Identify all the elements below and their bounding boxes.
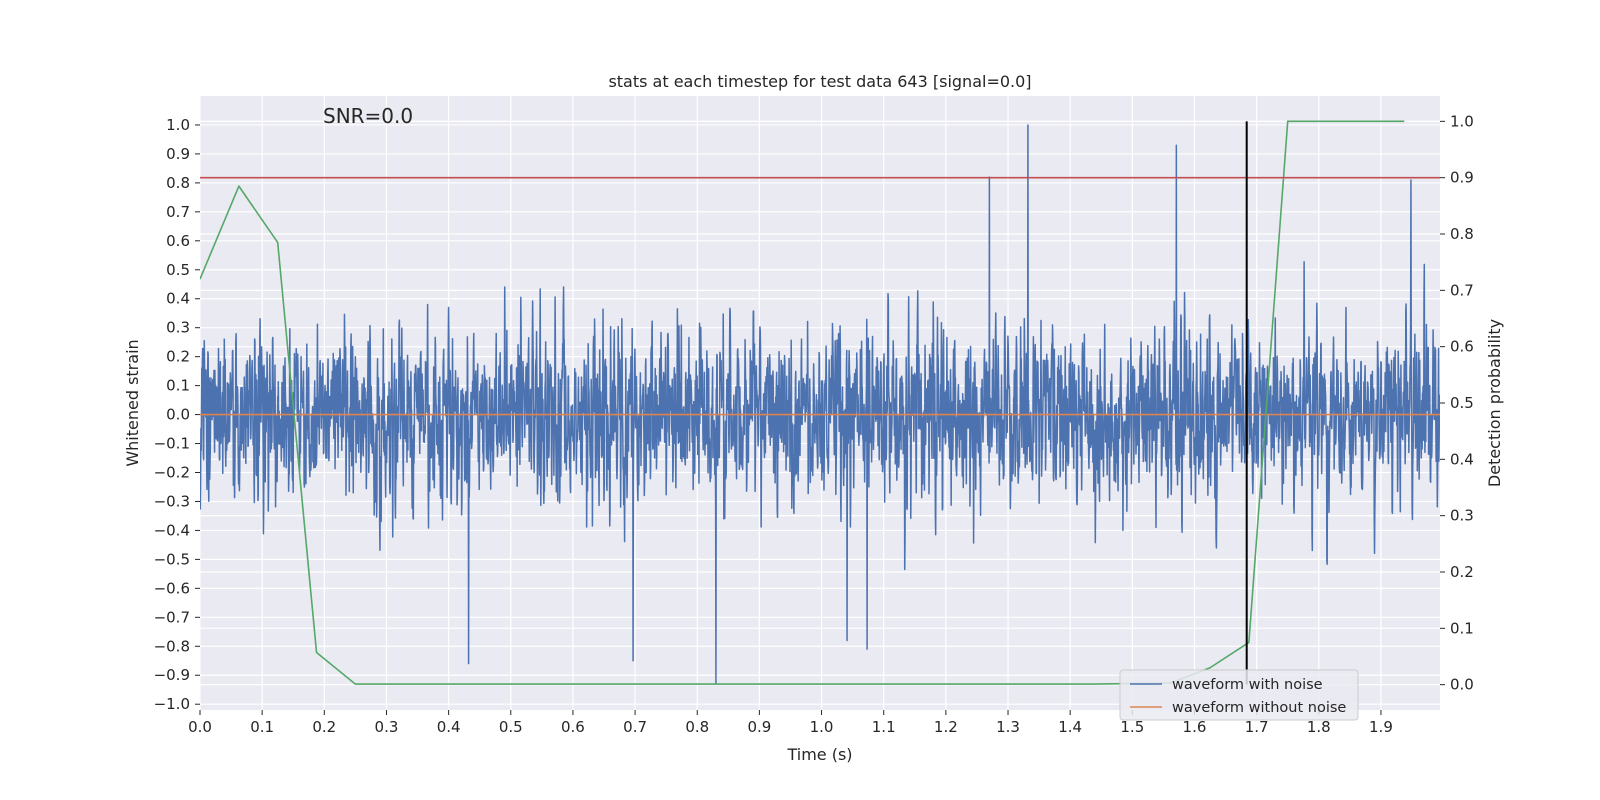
y-tick-label: −0.9	[154, 666, 190, 684]
y-tick-label: −0.8	[154, 637, 190, 655]
x-tick-label: 0.9	[747, 718, 771, 736]
legend-label-waveform-without-noise: waveform without noise	[1172, 700, 1346, 716]
y-tick-label: −0.1	[154, 435, 190, 453]
y-tick-label: 0.7	[166, 203, 190, 221]
x-tick-label: 0.1	[250, 718, 274, 736]
x-tick-label: 0.0	[188, 718, 212, 736]
x-tick-label: 1.2	[934, 718, 958, 736]
x-tick-label: 0.7	[623, 718, 647, 736]
y-axis-ticks: −1.0 −0.9 −0.8 −0.7 −0.6 −0.5 −0.4 −0.3 −0.2 −0.1…	[154, 116, 200, 713]
y-tick-label: 0.0	[166, 406, 190, 424]
legend: waveform with noise waveform without noi…	[1119, 669, 1359, 721]
x-tick-label: 0.8	[685, 718, 709, 736]
y-tick-label: −0.7	[154, 608, 190, 626]
x-axis-label: Time (s)	[786, 745, 852, 764]
y-tick-label: 0.6	[166, 232, 190, 250]
y2-axis-ticks: 0.0 0.1 0.2 0.3 0.4 0.5 0.6 0.7 0.8 0.9 1.0	[1440, 112, 1474, 694]
y2-axis-label: Detection probability	[1485, 319, 1504, 487]
x-tick-label: 1.3	[996, 718, 1020, 736]
y2-tick-label: 0.0	[1450, 676, 1474, 694]
x-tick-label: 1.9	[1369, 718, 1393, 736]
y-tick-label: 0.5	[166, 261, 190, 279]
x-tick-label: 1.7	[1245, 718, 1269, 736]
y2-tick-label: 0.6	[1450, 338, 1474, 356]
x-tick-label: 1.8	[1307, 718, 1331, 736]
x-tick-label: 1.0	[810, 718, 834, 736]
chart-title: stats at each timestep for test data 643…	[608, 72, 1031, 91]
x-tick-label: 0.3	[375, 718, 399, 736]
legend-label-waveform-with-noise: waveform with noise	[1172, 677, 1323, 693]
y-tick-label: −0.3	[154, 492, 190, 510]
y-tick-label: 0.9	[166, 145, 190, 163]
x-tick-label: 0.5	[499, 718, 523, 736]
y2-tick-label: 0.8	[1450, 225, 1474, 243]
legend-box	[1119, 669, 1359, 721]
snr-annotation: SNR=0.0	[323, 104, 413, 128]
y-tick-label: 0.2	[166, 348, 190, 366]
y-tick-label: 0.8	[166, 174, 190, 192]
y2-tick-label: 0.1	[1450, 619, 1474, 637]
plot-area	[200, 120, 1440, 685]
x-tick-label: 1.6	[1183, 718, 1207, 736]
y-tick-label: 1.0	[166, 116, 190, 134]
y2-tick-label: 0.4	[1450, 450, 1474, 468]
y-tick-label: −1.0	[154, 695, 190, 713]
x-axis-ticks: 0.0 0.1 0.2 0.3 0.4 0.5 0.6 0.7 0.8 0.9 1.0 1.1 1.2 1…	[188, 710, 1393, 736]
y-tick-label: 0.4	[166, 290, 190, 308]
y-axis-label: Whitened strain	[123, 339, 142, 466]
y2-tick-label: 0.3	[1450, 507, 1474, 525]
x-tick-label: 0.2	[312, 718, 336, 736]
y-tick-label: 0.3	[166, 319, 190, 337]
y2-tick-label: 0.5	[1450, 394, 1474, 412]
y-tick-label: −0.6	[154, 579, 190, 597]
y-tick-label: −0.2	[154, 464, 190, 482]
x-tick-label: 0.4	[437, 718, 461, 736]
x-tick-label: 1.5	[1120, 718, 1144, 736]
y2-tick-label: 0.2	[1450, 563, 1474, 581]
y-tick-label: 0.1	[166, 377, 190, 395]
x-tick-label: 1.1	[872, 718, 896, 736]
y2-tick-label: 1.0	[1450, 112, 1474, 130]
y-tick-label: −0.5	[154, 550, 190, 568]
x-tick-label: 0.6	[561, 718, 585, 736]
y2-tick-label: 0.9	[1450, 169, 1474, 187]
y2-tick-label: 0.7	[1450, 281, 1474, 299]
x-tick-label: 1.4	[1058, 718, 1082, 736]
y-tick-label: −0.4	[154, 521, 190, 539]
